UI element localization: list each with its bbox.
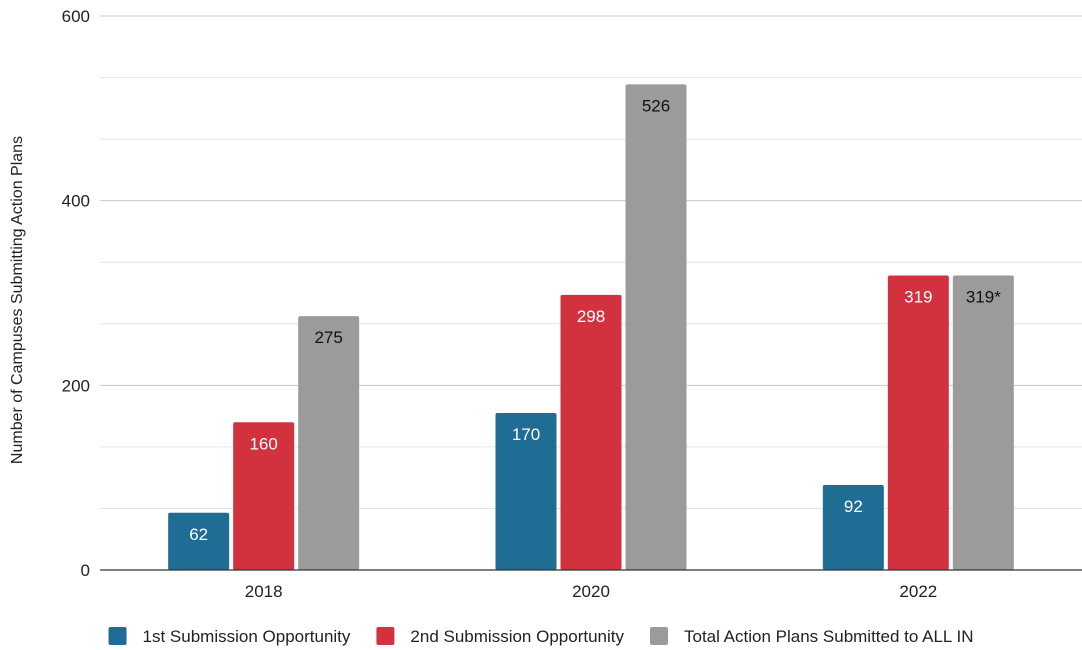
y-axis-title: Number of Campuses Submitting Action Pla… [9, 136, 26, 464]
legend-swatch [108, 627, 127, 645]
bar-value-label: 92 [844, 497, 863, 516]
bar-value-label: 160 [249, 434, 277, 453]
bar [168, 512, 230, 570]
bar-value-label: 526 [642, 96, 670, 115]
bar [495, 413, 557, 570]
axes: 0 200 400 600 2018 2020 2022 [62, 7, 1082, 601]
bar [625, 84, 687, 571]
legend-label: 2nd Submission Opportunity [410, 627, 624, 646]
legend-label: Total Action Plans Submitted to ALL IN [684, 627, 973, 646]
legend-swatch [649, 627, 668, 645]
bar [887, 275, 949, 570]
y-tick-label: 600 [62, 7, 90, 26]
x-tick-label: 2022 [899, 582, 937, 601]
bar [233, 422, 295, 570]
bar-value-label: 62 [189, 525, 208, 544]
bar [952, 275, 1014, 570]
legend-label: 1st Submission Opportunity [143, 627, 351, 646]
y-tick-label: 0 [81, 561, 90, 580]
bar-value-label: 298 [577, 307, 605, 326]
bar-value-label: 319* [966, 287, 1001, 306]
x-tick-label: 2018 [245, 582, 283, 601]
bar-value-label: 170 [512, 425, 540, 444]
y-tick-label: 400 [62, 192, 90, 211]
y-tick-label: 200 [62, 376, 90, 395]
bar-value-label: 319 [904, 287, 932, 306]
legend-swatch [376, 627, 395, 645]
bar-value-label: 275 [314, 328, 342, 347]
bar [822, 485, 884, 570]
bar [560, 294, 622, 570]
bar [298, 316, 360, 570]
x-tick-label: 2020 [572, 582, 610, 601]
bars: 62 160 275 170 298 526 92 319 319* [168, 84, 1014, 571]
legend: 1st Submission Opportunity 2nd Submission… [108, 627, 973, 646]
